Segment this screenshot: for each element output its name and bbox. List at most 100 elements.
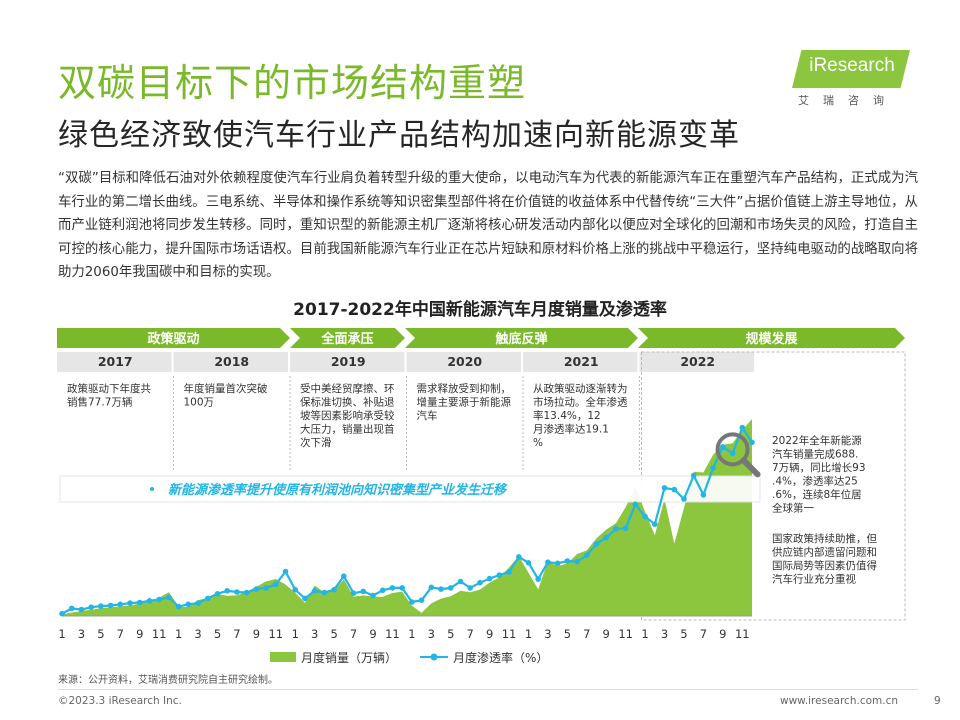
penetration-point <box>438 586 444 592</box>
x-tick-label: 11 <box>385 627 400 641</box>
note-2022-summary: 2022年全年新能源汽车销量完成688. 7万辆，同比增长93.4%，渗透率达25… <box>772 434 866 515</box>
penetration-point <box>642 513 648 520</box>
penetration-point <box>331 586 337 593</box>
year-label: 2020 <box>447 354 482 369</box>
penetration-point <box>263 585 269 591</box>
page-number: 9 <box>934 695 941 707</box>
x-tick-label: 3 <box>78 627 85 641</box>
x-tick-label: 9 <box>719 627 726 641</box>
banner-bullet <box>150 487 154 491</box>
x-tick-label: 5 <box>330 627 337 641</box>
penetration-point <box>584 552 590 558</box>
x-tick-label: 7 <box>583 627 590 641</box>
penetration-point <box>107 602 114 609</box>
penetration-point <box>486 575 493 582</box>
x-tick-label: 5 <box>97 627 104 641</box>
migration-banner-text: 新能源渗透率提升使原有利润池向知识密集型产业发生迁移 <box>168 482 508 498</box>
phase-arrow <box>638 328 905 348</box>
x-tick-label: 9 <box>253 627 260 641</box>
legend-label-volume: 月度销量（万辆） <box>301 650 397 665</box>
page-subtitle: 绿色经济致使汽车行业产品结构加速向新能源变革 <box>58 118 740 153</box>
penetration-point <box>574 558 580 565</box>
year-header-cell <box>406 352 521 372</box>
x-tick-label: 3 <box>544 627 551 641</box>
penetration-point <box>156 596 162 603</box>
penetration-point <box>195 600 201 606</box>
migration-banner-box <box>59 475 761 503</box>
logo-badge <box>792 50 910 88</box>
penetration-point <box>681 496 687 502</box>
penetration-point <box>690 472 697 479</box>
penetration-point <box>321 589 328 596</box>
year-note: 从政策驱动逐渐转为市场拉动。全年渗透率13.4%，12 月渗透率达19.1% <box>533 382 628 449</box>
year-note: 受中美经贸摩擦、环保标准切换、补贴退坡等因素影响承受较大压力，销量出现首次下滑 <box>300 382 395 449</box>
x-tick-label: 1 <box>58 627 65 641</box>
x-tick-label: 11 <box>268 627 283 641</box>
penetration-point <box>341 573 347 579</box>
x-tick-label: 1 <box>292 627 299 641</box>
year-label: 2021 <box>564 354 599 369</box>
phase-arrow <box>290 328 405 348</box>
penetration-point <box>234 589 240 595</box>
x-tick-label: 11 <box>735 627 750 641</box>
year-note: 政策驱动下年度共销售77.7万辆 <box>67 382 151 409</box>
penetration-point <box>214 591 221 597</box>
penetration-point <box>399 585 405 591</box>
penetration-point <box>729 450 736 457</box>
year-note: 需求释放受到抑制，增量主要源于新能源汽车 <box>417 382 512 422</box>
penetration-point <box>593 541 600 547</box>
website-link[interactable]: www.iresearch.com.cn <box>780 695 899 707</box>
penetration-point <box>360 588 367 595</box>
penetration-point <box>389 585 396 591</box>
penetration-point <box>146 598 153 604</box>
x-tick-label: 3 <box>661 627 668 641</box>
penetration-point <box>136 599 143 606</box>
penetration-point <box>302 595 308 602</box>
penetration-point <box>292 586 299 593</box>
penetration-point <box>78 606 85 613</box>
x-tick-label: 3 <box>428 627 435 641</box>
penetration-point <box>447 585 454 591</box>
penetration-point <box>603 534 609 541</box>
x-tick-label: 5 <box>680 627 687 641</box>
phase-label: 规模发展 <box>745 331 798 347</box>
penetration-point <box>700 492 707 498</box>
sales-penetration-chart: 政策驱动 全面承压 触底反弹 规模发展 2017 2018 2019 2020 2021 2022… <box>57 328 906 665</box>
penetration-point <box>98 603 104 609</box>
year-label: 2019 <box>331 354 366 369</box>
penetration-point <box>720 444 726 450</box>
penetration-point <box>350 590 357 596</box>
x-tick-label: 9 <box>369 627 376 641</box>
chart-title: 2017-2022年中国新能源汽车月度销量及渗透率 <box>293 300 667 320</box>
penetration-point <box>428 584 435 591</box>
penetration-point <box>311 588 318 594</box>
x-tick-label: 1 <box>175 627 182 641</box>
penetration-point <box>496 572 503 578</box>
penetration-point <box>127 600 133 606</box>
x-tick-label: 9 <box>486 627 493 641</box>
penetration-point <box>739 424 746 431</box>
legend-label-penetration: 月度渗透率（%） <box>453 650 548 665</box>
phase-arrow <box>57 328 290 348</box>
penetration-point <box>749 439 755 446</box>
penetration-point <box>243 589 250 596</box>
penetration-point <box>418 597 425 603</box>
penetration-point <box>516 554 522 560</box>
penetration-point <box>273 581 279 588</box>
penetration-point <box>166 594 172 601</box>
penetration-point <box>185 601 192 608</box>
penetration-point <box>632 501 639 508</box>
year-label: 2017 <box>98 354 133 369</box>
penetration-point <box>59 610 65 617</box>
penetration-point <box>224 588 230 594</box>
logo-brand: iResearch <box>809 55 895 76</box>
penetration-point <box>564 558 571 564</box>
year-2022-panel <box>641 351 906 621</box>
penetration-point <box>661 485 668 491</box>
iresearch-logo: iResearch 艾瑞咨询 <box>792 50 912 110</box>
copyright: ©2023.3 iResearch Inc. <box>58 695 182 707</box>
magnifier-handle <box>740 457 761 478</box>
penetration-point <box>535 576 541 582</box>
x-tick-label: 5 <box>447 627 454 641</box>
legend-swatch-volume <box>270 652 296 662</box>
